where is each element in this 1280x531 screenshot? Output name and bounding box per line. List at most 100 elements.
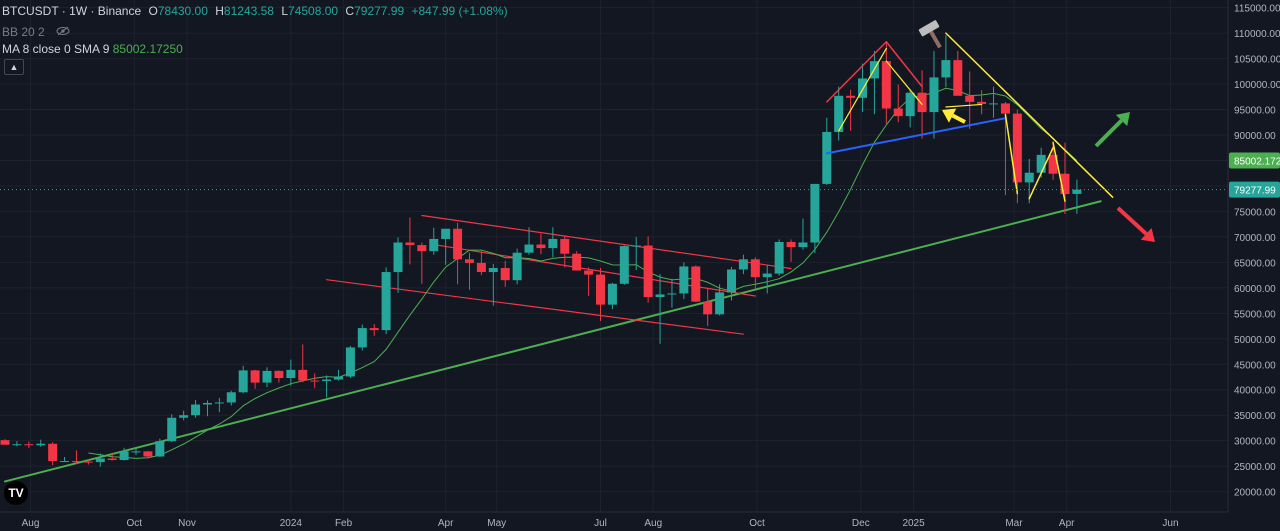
x-tick-label: Dec (852, 518, 870, 529)
candle-body (619, 246, 629, 284)
x-tick-label: May (487, 518, 506, 529)
candle-body (24, 444, 34, 446)
candle-body (345, 347, 355, 377)
collapse-legend-button[interactable]: ▲ (4, 59, 24, 75)
tradingview-logo-icon[interactable]: TV (4, 481, 28, 505)
y-tick-label: 40000.00 (1234, 386, 1276, 397)
candle-body (941, 60, 951, 78)
y-tick-label: 90000.00 (1234, 131, 1276, 142)
candle-body (500, 267, 510, 281)
x-axis: Aug Oct Nov 2024 Feb Apr May Jul Aug Oct Dec 2025 Ma… (0, 511, 1280, 531)
candle-body (0, 440, 10, 445)
candle-body (274, 370, 284, 379)
arrow-shaft (1116, 206, 1148, 236)
candle-body (679, 266, 689, 294)
candle-body (786, 241, 796, 248)
candle-body (750, 259, 760, 278)
bb-indicator-legend[interactable]: BB 20 2 (2, 25, 70, 39)
x-tick-label: Mar (1005, 518, 1023, 529)
peak-yellow-line (885, 60, 923, 106)
candle-body (715, 292, 725, 315)
candle-body (798, 242, 808, 248)
candle-body (1072, 189, 1082, 194)
candle-body (333, 376, 343, 380)
candle-body (703, 301, 713, 315)
candle-body (584, 270, 594, 275)
candle-body (60, 461, 70, 463)
peak-wedge-upper (826, 41, 888, 103)
symbol-title[interactable]: BTCUSDT · 1W · Binance (2, 4, 142, 18)
candle-body (322, 379, 332, 382)
price-label-bg (1229, 181, 1280, 198)
candle-body (893, 108, 903, 117)
wave-line-2 (1028, 146, 1054, 200)
ma-indicator-legend[interactable]: MA 8 close 0 SMA 9 85002.17250 (2, 42, 183, 56)
candle-body (12, 444, 22, 446)
ma-value: 85002.17250 (112, 42, 183, 56)
eye-off-icon[interactable] (56, 25, 70, 39)
y-tick-label: 35000.00 (1234, 411, 1276, 422)
candle-body (989, 103, 999, 105)
close-label: C (345, 4, 355, 18)
candle-body (441, 228, 451, 239)
candle-body (881, 61, 891, 109)
candle-body (381, 272, 391, 331)
candle-body (1024, 172, 1034, 183)
x-tick-label: Apr (1059, 518, 1075, 529)
candle-body (512, 252, 522, 281)
candle-body (631, 245, 641, 247)
fakeout-line (945, 103, 983, 108)
candle-body (71, 461, 81, 463)
low-value: 74508.00 (288, 4, 339, 18)
y-axis: 115000.00 110000.00 105000.00 100000.00 9500… (1227, 0, 1280, 531)
candle-body (1000, 103, 1010, 114)
candle-body (643, 245, 653, 298)
x-tick-label: Aug (22, 518, 40, 529)
candle-body (977, 101, 987, 104)
small-arrow (942, 108, 966, 124)
candle-body (417, 245, 427, 252)
candle-body (226, 392, 236, 403)
arrow-shaft (951, 113, 966, 124)
high-label: H (215, 4, 224, 18)
x-tick-label: Feb (335, 518, 353, 529)
candle-body (1012, 113, 1022, 183)
candle-body (905, 92, 915, 117)
candle-body (917, 92, 927, 113)
x-tick-label: Apr (438, 518, 454, 529)
candle-body (1048, 154, 1058, 174)
x-tick-label: Nov (178, 518, 196, 529)
x-tick-label: Aug (644, 518, 662, 529)
y-tick-label: 115000.00 (1234, 4, 1280, 15)
candle-body (393, 242, 403, 273)
chart-grid (0, 0, 1228, 512)
candle-body (536, 244, 546, 249)
low-label: L (281, 4, 289, 18)
peak-wedge-inner (838, 47, 887, 132)
y-tick-label: 100000.00 (1234, 80, 1280, 91)
chevron-up-icon: ▲ (9, 62, 19, 72)
open-value: 78430.00 (157, 4, 208, 18)
candle-body (369, 328, 379, 331)
x-tick-label: Oct (749, 518, 765, 529)
candle-body (822, 131, 832, 184)
ma-label: MA 8 close 0 SMA 9 (2, 42, 110, 56)
y-tick-label: 65000.00 (1234, 258, 1276, 269)
channel-lower-line (325, 279, 745, 335)
candle-body (858, 78, 868, 98)
x-tick-label: Oct (127, 518, 143, 529)
candle-body (48, 443, 58, 462)
y-tick-label: 110000.00 (1234, 29, 1280, 40)
arrow-shaft (1094, 119, 1123, 148)
y-tick-label: 50000.00 (1234, 335, 1276, 346)
price-label: 79277.99 (1234, 186, 1276, 197)
candle-body (167, 417, 177, 442)
drawing-layer (4, 200, 1102, 483)
candle-body (1036, 154, 1046, 173)
candle-body (524, 244, 534, 253)
candle-body (429, 238, 439, 252)
x-tick-label: 2024 (280, 518, 303, 529)
candle-body (143, 451, 153, 457)
hammer-icon (918, 20, 942, 49)
